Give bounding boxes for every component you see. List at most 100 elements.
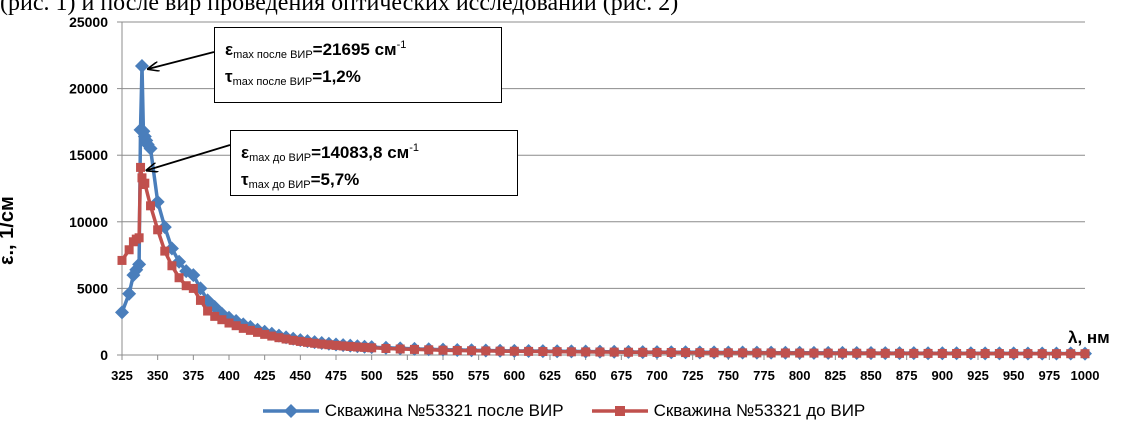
- data-point: [117, 255, 127, 265]
- x-tick-label: 350: [147, 368, 169, 383]
- data-point: [524, 346, 534, 356]
- x-tick-label: 625: [539, 368, 561, 383]
- data-point: [980, 349, 990, 359]
- x-tick-label: 825: [824, 368, 846, 383]
- data-point: [203, 306, 213, 316]
- data-point: [195, 295, 205, 305]
- legend-label-after: Скважина №53321 после ВИР: [324, 401, 564, 420]
- x-tick-label: 475: [325, 368, 347, 383]
- x-tick-label: 925: [967, 368, 989, 383]
- data-point: [267, 331, 277, 341]
- data-point: [217, 315, 227, 325]
- x-tick-label: 500: [361, 368, 383, 383]
- y-tick-label: 0: [100, 347, 108, 363]
- x-tick-label: 375: [182, 368, 204, 383]
- data-point: [495, 346, 505, 356]
- x-tick-label: 575: [468, 368, 490, 383]
- data-point: [809, 348, 819, 358]
- legend-item-after: Скважина №53321 после ВИР: [262, 401, 564, 421]
- y-tick-label: 20000: [69, 81, 108, 97]
- x-tick-label: 675: [610, 368, 632, 383]
- data-point: [122, 286, 137, 301]
- data-point: [424, 345, 434, 355]
- data-point: [509, 346, 519, 356]
- data-point: [1080, 349, 1090, 359]
- x-tick-label: 900: [931, 368, 953, 383]
- data-point: [1066, 349, 1076, 359]
- x-tick-label: 875: [896, 368, 918, 383]
- x-tick-label: 650: [575, 368, 597, 383]
- x-tick-label: 700: [646, 368, 668, 383]
- data-point: [823, 348, 833, 358]
- data-point: [638, 347, 648, 357]
- data-point: [681, 348, 691, 358]
- data-point: [338, 341, 348, 351]
- data-point: [966, 349, 976, 359]
- data-point: [581, 347, 591, 357]
- data-point: [295, 336, 305, 346]
- data-point: [595, 347, 605, 357]
- y-tick-labels: 0 5000 10000 15000 20000 25000: [69, 14, 108, 363]
- x-tick-label: 975: [1038, 368, 1060, 383]
- data-point: [1051, 349, 1061, 359]
- y-tick-label: 5000: [77, 280, 108, 296]
- x-axis-label: λ, нм: [1068, 328, 1110, 347]
- data-point: [245, 325, 255, 335]
- data-point: [160, 246, 170, 256]
- x-tick-label: 600: [503, 368, 525, 383]
- series-1: [117, 162, 1090, 359]
- x-tick-label: 450: [289, 368, 311, 383]
- x-tick-label: 750: [717, 368, 739, 383]
- data-point: [780, 348, 790, 358]
- data-point: [481, 346, 491, 356]
- data-point: [132, 257, 147, 272]
- annotation-arrows: [147, 51, 231, 170]
- data-point: [153, 225, 163, 235]
- data-point: [994, 349, 1004, 359]
- data-point: [331, 340, 341, 350]
- data-point: [467, 346, 477, 356]
- series-group: [115, 59, 1092, 361]
- data-point: [231, 321, 241, 331]
- legend-item-before: Скважина №53321 до ВИР: [591, 401, 866, 421]
- x-tick-label: 425: [254, 368, 276, 383]
- data-point: [738, 348, 748, 358]
- data-point: [652, 347, 662, 357]
- data-point: [709, 348, 719, 358]
- data-point: [367, 343, 377, 353]
- data-point: [317, 339, 327, 349]
- page-text-fragment: (рис. 1) и после вир проведения оптическ…: [0, 0, 679, 16]
- data-point: [395, 344, 405, 354]
- data-point: [140, 178, 150, 188]
- annotation-eps-line: εmax после ВИР=21695 см-1: [225, 39, 407, 61]
- annotation-before-vir: εmax до ВИР=14083,8 см-1 τmax до ВИР=5,7…: [230, 130, 518, 196]
- data-point: [124, 245, 134, 255]
- data-point: [302, 337, 312, 347]
- data-point: [181, 281, 191, 291]
- annotation-tau-line: τmax после ВИР=1,2%: [225, 67, 361, 88]
- data-point: [952, 348, 962, 358]
- data-point: [253, 327, 263, 337]
- data-point: [310, 338, 320, 348]
- y-tick-label: 25000: [69, 14, 108, 30]
- data-point: [866, 348, 876, 358]
- data-point: [909, 348, 919, 358]
- data-point: [795, 348, 805, 358]
- data-point: [566, 347, 576, 357]
- x-tick-label: 400: [218, 368, 240, 383]
- x-tick-label: 850: [860, 368, 882, 383]
- data-point: [210, 311, 220, 321]
- data-point: [666, 347, 676, 357]
- data-point: [260, 329, 270, 339]
- series-line: [120, 64, 1085, 356]
- data-point: [134, 59, 149, 74]
- x-tick-label: 800: [789, 368, 811, 383]
- data-point: [174, 273, 184, 283]
- x-tick-label: 550: [432, 368, 454, 383]
- data-point: [852, 348, 862, 358]
- data-point: [324, 340, 334, 350]
- data-point: [224, 318, 234, 328]
- legend-label-before: Скважина №53321 до ВИР: [653, 401, 866, 420]
- data-point: [281, 334, 291, 344]
